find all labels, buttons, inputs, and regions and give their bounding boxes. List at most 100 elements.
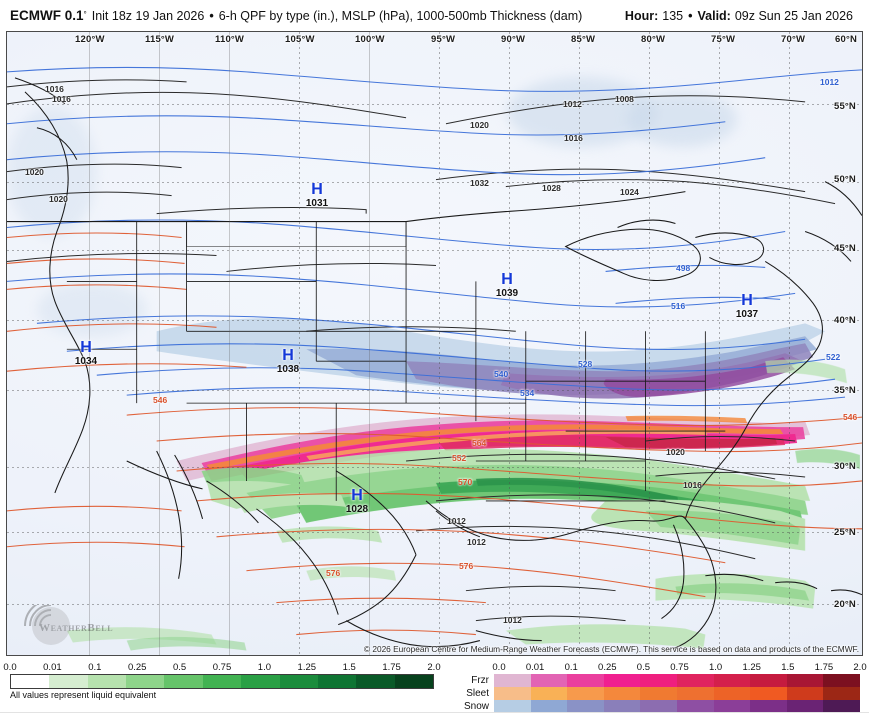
colorbar-tick: 0.5 [636,662,650,673]
light-precip-blob [37,282,147,337]
high-marker-letter: H [741,292,753,309]
contour-label-layer: 1016 1016 1020 1020 1008 1012 1020 1016 1032 1028… [7,32,862,655]
ptype-row[interactable]: Snow [452,700,860,713]
color-swatch [567,674,604,687]
color-swatch [786,687,824,700]
color-swatch [317,675,357,688]
qpf-color-strip[interactable] [10,674,434,689]
qpf-colorbar[interactable]: 0.0 0.01 0.1 0.25 0.5 0.75 1.0 1.25 1.5 1.75 2.0 A… [3,662,440,700]
contour-label: 528 [578,359,593,369]
ptype-colorbar[interactable]: 0.0 0.01 0.1 0.25 0.5 0.75 1.0 1.25 1.5 1.75 2.0 F… [452,662,867,713]
color-swatch [640,700,677,713]
color-swatch [567,700,604,713]
contour-label: 564 [472,438,487,448]
color-swatch [603,674,641,687]
contour-label: 1020 [666,447,685,457]
pressure-center-high: H 1037 [733,293,761,320]
contour-label: 498 [676,263,691,273]
contour-label: 516 [671,301,686,311]
colorbar-tick: 0.01 [525,662,545,673]
lon-label: 120°W [75,34,105,45]
contour-label: 522 [826,352,841,362]
color-swatch [750,687,787,700]
pressure-center-layer: H 1031 H 1039 H 1037 H 1034 H 1038 H 1028 [7,32,862,655]
color-swatch [786,700,824,713]
ptype-color-strip[interactable] [494,674,860,687]
sleet-precip-area [206,415,784,470]
color-swatch [640,674,677,687]
contour-label: 576 [326,568,341,578]
high-marker-value: 1034 [74,356,98,367]
field-description: 6-h QPF by type (in.), MSLP (hPa), 1000-… [218,9,583,23]
color-swatch [750,674,787,687]
color-swatch [823,700,860,713]
high-marker-letter: H [282,347,294,364]
longitude-labels: 120°W 115°W 110°W 105°W 100°W 95°W 90°W … [7,32,862,655]
colorbar-tick: 1.5 [342,662,356,673]
lon-label: 85°W [571,34,596,45]
contour-label: 1032 [470,178,489,188]
lat-label: 50°N [833,174,856,185]
contour-label: 1012 [447,516,466,526]
precipitation-and-contour-layer [7,66,862,651]
color-swatch [241,675,280,688]
colorbar-tick: 1.0 [257,662,271,673]
colorbar-tick: 0.75 [670,662,689,673]
lat-label: 25°N [833,527,856,538]
color-swatch [676,700,714,713]
ptype-tick-labels: 0.0 0.01 0.1 0.25 0.5 0.75 1.0 1.25 1.5 1.75 2.0 [492,662,866,674]
color-swatch [530,687,568,700]
contour-label: 576 [459,561,474,571]
contour-label: 546 [153,395,168,405]
ptype-row[interactable]: Frzr [452,674,860,687]
contour-label: 546 [843,412,858,422]
forecast-map[interactable]: 120°W 115°W 110°W 105°W 100°W 95°W 90°W … [6,31,863,656]
contour-label: 1020 [49,194,68,204]
lon-label: 80°W [641,34,666,45]
contour-label: 1024 [620,187,639,197]
lon-label: 100°W [355,34,385,45]
ptype-row-label: Frzr [471,675,489,686]
color-swatch [676,674,714,687]
hour-label: Hour: [624,8,659,23]
color-swatch [823,674,860,687]
forecast-validity: Hour: 135 • Valid: 09z Sun 25 Jan 2026 [625,9,859,23]
ptype-rows: Frzr Sleet Snow [452,674,860,713]
contour-label: 1016 [45,84,64,94]
lat-label: 55°N [833,101,856,112]
color-swatch [279,675,318,688]
thickness-contours-cold [7,66,862,407]
pressure-center-high: H 1034 [72,340,100,367]
ptype-row-label: Snow [463,701,489,712]
ptype-color-strip[interactable] [494,687,860,700]
pressure-center-high: H 1039 [493,272,521,299]
freezing-rain-area [176,414,811,481]
color-swatch [640,687,677,700]
pressure-center-high: H 1028 [343,488,371,515]
high-marker-value: 1038 [276,364,300,375]
colorbar-tick: 1.0 [708,662,723,673]
colorbar-tick: 1.25 [297,662,317,673]
contour-label: 1008 [615,94,634,104]
contour-label: 1028 [542,183,561,193]
lat-label: 45°N [833,243,856,254]
colorbar-tick: 2.0 [853,662,867,673]
colorbar-tick: 0.75 [212,662,232,673]
high-marker-value: 1039 [495,288,519,299]
lat-label: 30°N [833,461,856,472]
ptype-row[interactable]: Sleet [452,687,860,700]
light-precip-blob [627,92,737,147]
colorbar-tick: 1.75 [814,662,834,673]
color-swatch [164,675,203,688]
ptype-color-strip[interactable] [494,700,860,713]
valid-label: Valid: [697,8,731,23]
header-bar: ECMWF 0.1 ° Init 18z 19 Jan 2026 • 6-h QP… [0,0,869,31]
init-time: Init 18z 19 Jan 2026 [91,9,205,23]
high-marker-letter: H [501,271,513,288]
contour-label: 1012 [563,99,582,109]
color-swatch [202,675,242,688]
high-marker-letter: H [351,487,363,504]
colorbar-tick: 1.25 [742,662,761,673]
colorbar-tick: 0.0 [3,662,17,673]
